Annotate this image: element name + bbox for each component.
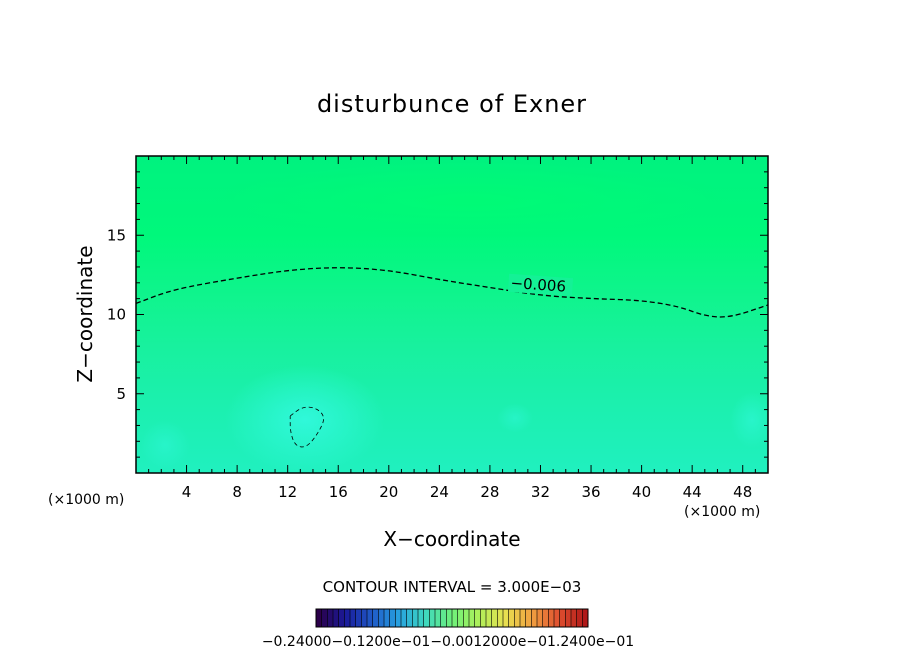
colorbar-swatch	[321, 609, 328, 627]
colorbar-swatch	[344, 609, 351, 627]
x-tick-label: 44	[683, 483, 702, 501]
colorbar-swatch	[395, 609, 402, 627]
x-tick-label: 16	[329, 483, 348, 501]
colorbar-swatch	[497, 609, 504, 627]
colorbar-swatch	[384, 609, 391, 627]
colorbar-swatch	[554, 609, 561, 627]
colorbar-swatch	[367, 609, 374, 627]
contour-interval-text: CONTOUR INTERVAL = 3.000E−03	[323, 578, 582, 596]
colorbar-swatch	[327, 609, 334, 627]
colorbar-swatch	[333, 609, 340, 627]
x-tick-label: 12	[278, 483, 297, 501]
colorbar-swatch	[429, 609, 436, 627]
y-tick-label: 15	[107, 226, 126, 244]
colorbar-frame	[315, 608, 589, 628]
x-tick-label: 48	[733, 483, 752, 501]
colorbar-swatch	[338, 609, 345, 627]
colorbar-swatch	[350, 609, 357, 627]
colorbar-swatch	[440, 609, 447, 627]
x-tick-label: 32	[531, 483, 550, 501]
colorbar-swatch	[582, 609, 589, 627]
y-tick-label: 10	[107, 306, 126, 324]
x-tick-label: 24	[430, 483, 449, 501]
colorbar-swatch	[463, 609, 470, 627]
colorbar-swatch	[537, 609, 544, 627]
colorbar-swatch	[435, 609, 442, 627]
x-tick-label: 36	[581, 483, 600, 501]
colorbar-swatch	[446, 609, 453, 627]
x-unit-label-right: (×1000 m)	[684, 504, 760, 520]
colorbar-swatch	[401, 609, 408, 627]
colorbar-swatch	[542, 609, 549, 627]
x-tick-label: 8	[232, 483, 242, 501]
colorbar-swatch	[514, 609, 521, 627]
colorbar-swatch	[406, 609, 413, 627]
colorbar-swatch	[559, 609, 566, 627]
colorbar-swatch	[491, 609, 498, 627]
colorbar-swatch	[508, 609, 515, 627]
colorbar-labels: −0.24000−0.1200e−01−0.0012000e−01.2400e−…	[262, 634, 634, 650]
heatmap-field	[136, 156, 768, 473]
colorbar-swatch	[423, 609, 430, 627]
colorbar-swatch	[565, 609, 572, 627]
colorbar-swatch	[378, 609, 385, 627]
colorbar-swatch	[389, 609, 396, 627]
colorbar-swatch	[372, 609, 379, 627]
contour-line	[136, 267, 768, 318]
colorbar-swatch	[576, 609, 583, 627]
colorbar-swatch	[525, 609, 532, 627]
colorbar-swatch	[520, 609, 527, 627]
y-axis-title: Z−coordinate	[73, 245, 97, 382]
colorbar-swatch	[531, 609, 538, 627]
x-unit-label-left: (×1000 m)	[48, 492, 124, 508]
colorbar-swatch	[469, 609, 476, 627]
colorbar-swatch	[452, 609, 459, 627]
contour-label: −0.006	[510, 274, 567, 296]
colorbar	[315, 608, 589, 628]
contour-label-bg	[507, 273, 574, 297]
colorbar-swatch	[412, 609, 419, 627]
colorbar-swatch	[486, 609, 493, 627]
colorbar-swatch	[361, 609, 368, 627]
x-tick-label: 40	[632, 483, 651, 501]
colorbar-swatch	[474, 609, 481, 627]
colorbar-swatch	[457, 609, 464, 627]
colorbar-swatch	[503, 609, 510, 627]
colorbar-swatch	[355, 609, 362, 627]
colorbar-swatch	[548, 609, 555, 627]
colorbar-swatch	[316, 609, 323, 627]
contour-label-layer: −0.006	[507, 273, 574, 297]
y-tick-label: 5	[116, 385, 126, 403]
colorbar-swatch	[571, 609, 578, 627]
x-tick-label: 28	[480, 483, 499, 501]
x-axis-title: X−coordinate	[383, 527, 520, 551]
x-tick-label: 20	[379, 483, 398, 501]
contour-layer	[136, 267, 768, 448]
x-tick-label: 4	[182, 483, 192, 501]
chart-title: disturbunce of Exner	[317, 90, 587, 118]
colorbar-swatch	[480, 609, 487, 627]
colorbar-swatch	[418, 609, 425, 627]
